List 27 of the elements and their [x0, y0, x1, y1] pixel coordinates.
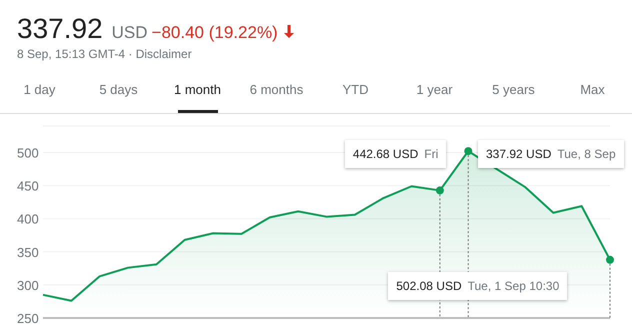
- chart-title: 337.92: [17, 13, 103, 45]
- chart-subtitle: 8 Sep, 15:13 GMT-4 · Disclaimer: [17, 47, 192, 61]
- text: USD: [112, 23, 148, 43]
- y-tick-label: 500: [17, 145, 39, 160]
- text: 5 days: [98, 82, 139, 97]
- text: Max: [579, 82, 606, 97]
- text: 1 year: [415, 82, 454, 97]
- point: [464, 147, 472, 156]
- text: −80.40 (19.22%): [152, 23, 278, 43]
- tooltip-box: 502.08 USD Tue, 1 Sep 10:30: [388, 272, 568, 300]
- annotation: 337.92 USD Tue, 8 Sep: [486, 147, 616, 161]
- y-tick-label: 350: [17, 244, 39, 260]
- text: 1 month: [173, 82, 222, 97]
- tooltip-box: 442.68 USD Fri: [344, 140, 446, 168]
- text: 5 years: [491, 82, 536, 97]
- point: [606, 256, 614, 264]
- text: 6 months: [248, 82, 304, 97]
- y-tick-label: 400: [17, 212, 39, 227]
- y-tick-label: 300: [17, 278, 39, 293]
- y-tick-label: 450: [17, 178, 39, 194]
- text: YTD: [342, 82, 370, 97]
- y-tick-label: 250: [17, 311, 39, 325]
- annotation: 502.08 USD Tue, 1 Sep 10:30: [396, 279, 560, 293]
- tooltip-box: 337.92 USD Tue, 8 Sep: [478, 140, 624, 168]
- annotation: 442.68 USD Fri: [352, 147, 438, 161]
- point: [436, 186, 444, 194]
- text: 1 day: [22, 82, 56, 97]
